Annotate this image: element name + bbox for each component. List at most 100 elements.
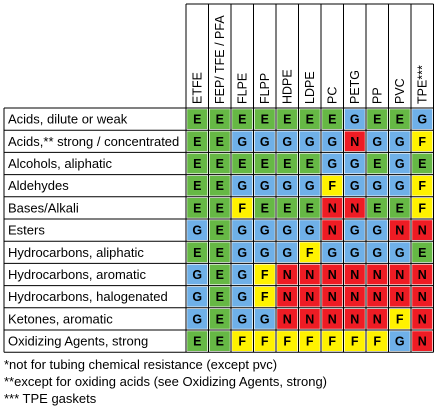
row-label-4: Aldehydes bbox=[8, 178, 69, 193]
cell-1-11 bbox=[412, 109, 433, 129]
cell-rating-3-7: G bbox=[327, 157, 337, 171]
cell-rating-9-4: F bbox=[261, 290, 269, 304]
cell-5-4 bbox=[254, 198, 275, 218]
cell-rating-8-1: G bbox=[192, 268, 202, 282]
cell-rating-4-10: G bbox=[395, 179, 405, 193]
cell-rating-1-8: G bbox=[350, 113, 360, 127]
cell-3-10 bbox=[389, 153, 410, 174]
cell-rating-6-11: N bbox=[418, 224, 427, 238]
cell-rating-6-9: G bbox=[372, 224, 382, 238]
cell-rating-10-4: G bbox=[260, 312, 270, 326]
row-label-10: Ketones, aromatic bbox=[8, 311, 113, 326]
cell-rating-6-4: G bbox=[260, 224, 270, 238]
cell-5-6 bbox=[299, 198, 320, 218]
footnote-2: **except for oxiding acids (see Oxidizin… bbox=[4, 374, 328, 389]
row-label-7: Hydrocarbons, aliphatic bbox=[8, 245, 144, 260]
cell-5-3 bbox=[232, 198, 253, 218]
cell-rating-5-6: E bbox=[306, 201, 314, 215]
cell-rating-7-11: E bbox=[418, 246, 426, 260]
cell-rating-6-8: G bbox=[350, 224, 360, 238]
cell-rating-2-11: F bbox=[418, 135, 426, 149]
column-header-3: FLPE bbox=[235, 73, 249, 104]
cell-11-4 bbox=[254, 331, 275, 351]
cell-rating-7-6: F bbox=[306, 246, 314, 260]
cell-11-1 bbox=[187, 331, 208, 351]
cell-9-6 bbox=[299, 286, 320, 307]
cell-rating-2-9: G bbox=[372, 135, 382, 149]
column-header-1: ETFE bbox=[190, 72, 204, 104]
cell-rating-7-7: G bbox=[327, 246, 337, 260]
footnote-3: *** TPE gaskets bbox=[4, 391, 97, 406]
cell-rating-6-7: N bbox=[328, 224, 337, 238]
cell-rating-5-1: E bbox=[193, 201, 201, 215]
cell-4-11 bbox=[412, 175, 433, 196]
cell-rating-9-3: G bbox=[237, 290, 247, 304]
cell-6-10 bbox=[389, 220, 410, 240]
cell-7-6 bbox=[299, 242, 320, 263]
cell-6-11 bbox=[412, 220, 433, 240]
cell-rating-10-9: N bbox=[373, 312, 382, 326]
cell-rating-3-3: E bbox=[238, 157, 246, 171]
cell-rating-1-6: E bbox=[306, 113, 314, 127]
cell-rating-5-8: N bbox=[350, 201, 359, 215]
cell-7-9 bbox=[367, 242, 388, 263]
cell-6-7 bbox=[322, 220, 343, 240]
cell-rating-11-2: E bbox=[216, 335, 224, 349]
cell-rating-1-7: E bbox=[328, 113, 336, 127]
cell-1-6 bbox=[299, 109, 320, 129]
footnotes: *not for tubing chemical resistance (exc… bbox=[4, 356, 327, 407]
cell-rating-4-5: G bbox=[282, 179, 292, 193]
cell-rating-11-11: N bbox=[418, 335, 427, 349]
cell-10-9 bbox=[367, 309, 388, 329]
column-header-5: HDPE bbox=[280, 69, 294, 104]
cell-1-2 bbox=[209, 109, 230, 129]
cell-11-6 bbox=[299, 331, 320, 351]
cell-3-8 bbox=[344, 153, 365, 174]
cell-rating-7-9: G bbox=[372, 246, 382, 260]
cell-rating-3-4: E bbox=[261, 157, 269, 171]
cell-rating-8-3: G bbox=[237, 268, 247, 282]
cell-11-11 bbox=[412, 331, 433, 351]
cell-rating-2-10: G bbox=[395, 135, 405, 149]
cell-rating-10-6: N bbox=[305, 312, 314, 326]
cell-rating-1-3: E bbox=[238, 113, 246, 127]
cell-5-9 bbox=[367, 198, 388, 218]
row-label-6: Esters bbox=[8, 223, 45, 238]
cell-4-1 bbox=[187, 175, 208, 196]
cell-7-2 bbox=[209, 242, 230, 263]
cell-rating-6-1: G bbox=[192, 224, 202, 238]
cell-9-10 bbox=[389, 286, 410, 307]
cell-2-8 bbox=[344, 131, 365, 152]
cell-4-5 bbox=[277, 175, 298, 196]
cell-6-8 bbox=[344, 220, 365, 240]
cell-rating-9-2: E bbox=[216, 290, 224, 304]
cell-4-2 bbox=[209, 175, 230, 196]
cell-9-9 bbox=[367, 286, 388, 307]
cell-rating-2-8: N bbox=[350, 135, 359, 149]
cell-rating-11-9: F bbox=[373, 335, 381, 349]
column-header-7: PC bbox=[325, 87, 339, 104]
cell-rating-5-7: N bbox=[328, 201, 337, 215]
cell-rating-11-10: G bbox=[395, 335, 405, 349]
cell-7-5 bbox=[277, 242, 298, 263]
cell-10-3 bbox=[232, 309, 253, 329]
cell-rating-1-11: G bbox=[417, 113, 427, 127]
cell-rating-9-11: N bbox=[418, 290, 427, 304]
cell-8-2 bbox=[209, 264, 230, 285]
cell-rating-7-8: G bbox=[350, 246, 360, 260]
cell-4-6 bbox=[299, 175, 320, 196]
cell-3-7 bbox=[322, 153, 343, 174]
cell-11-8 bbox=[344, 331, 365, 351]
cell-rating-1-2: E bbox=[216, 113, 224, 127]
cell-rating-4-3: G bbox=[237, 179, 247, 193]
cell-rating-8-6: N bbox=[305, 268, 314, 282]
cell-5-8 bbox=[344, 198, 365, 218]
cell-8-1 bbox=[187, 264, 208, 285]
cell-4-3 bbox=[232, 175, 253, 196]
cell-rating-8-5: N bbox=[283, 268, 292, 282]
cell-rating-4-8: G bbox=[350, 179, 360, 193]
cell-4-8 bbox=[344, 175, 365, 196]
cell-rating-11-8: F bbox=[351, 335, 359, 349]
cell-rating-7-2: E bbox=[216, 246, 224, 260]
cell-9-4 bbox=[254, 286, 275, 307]
